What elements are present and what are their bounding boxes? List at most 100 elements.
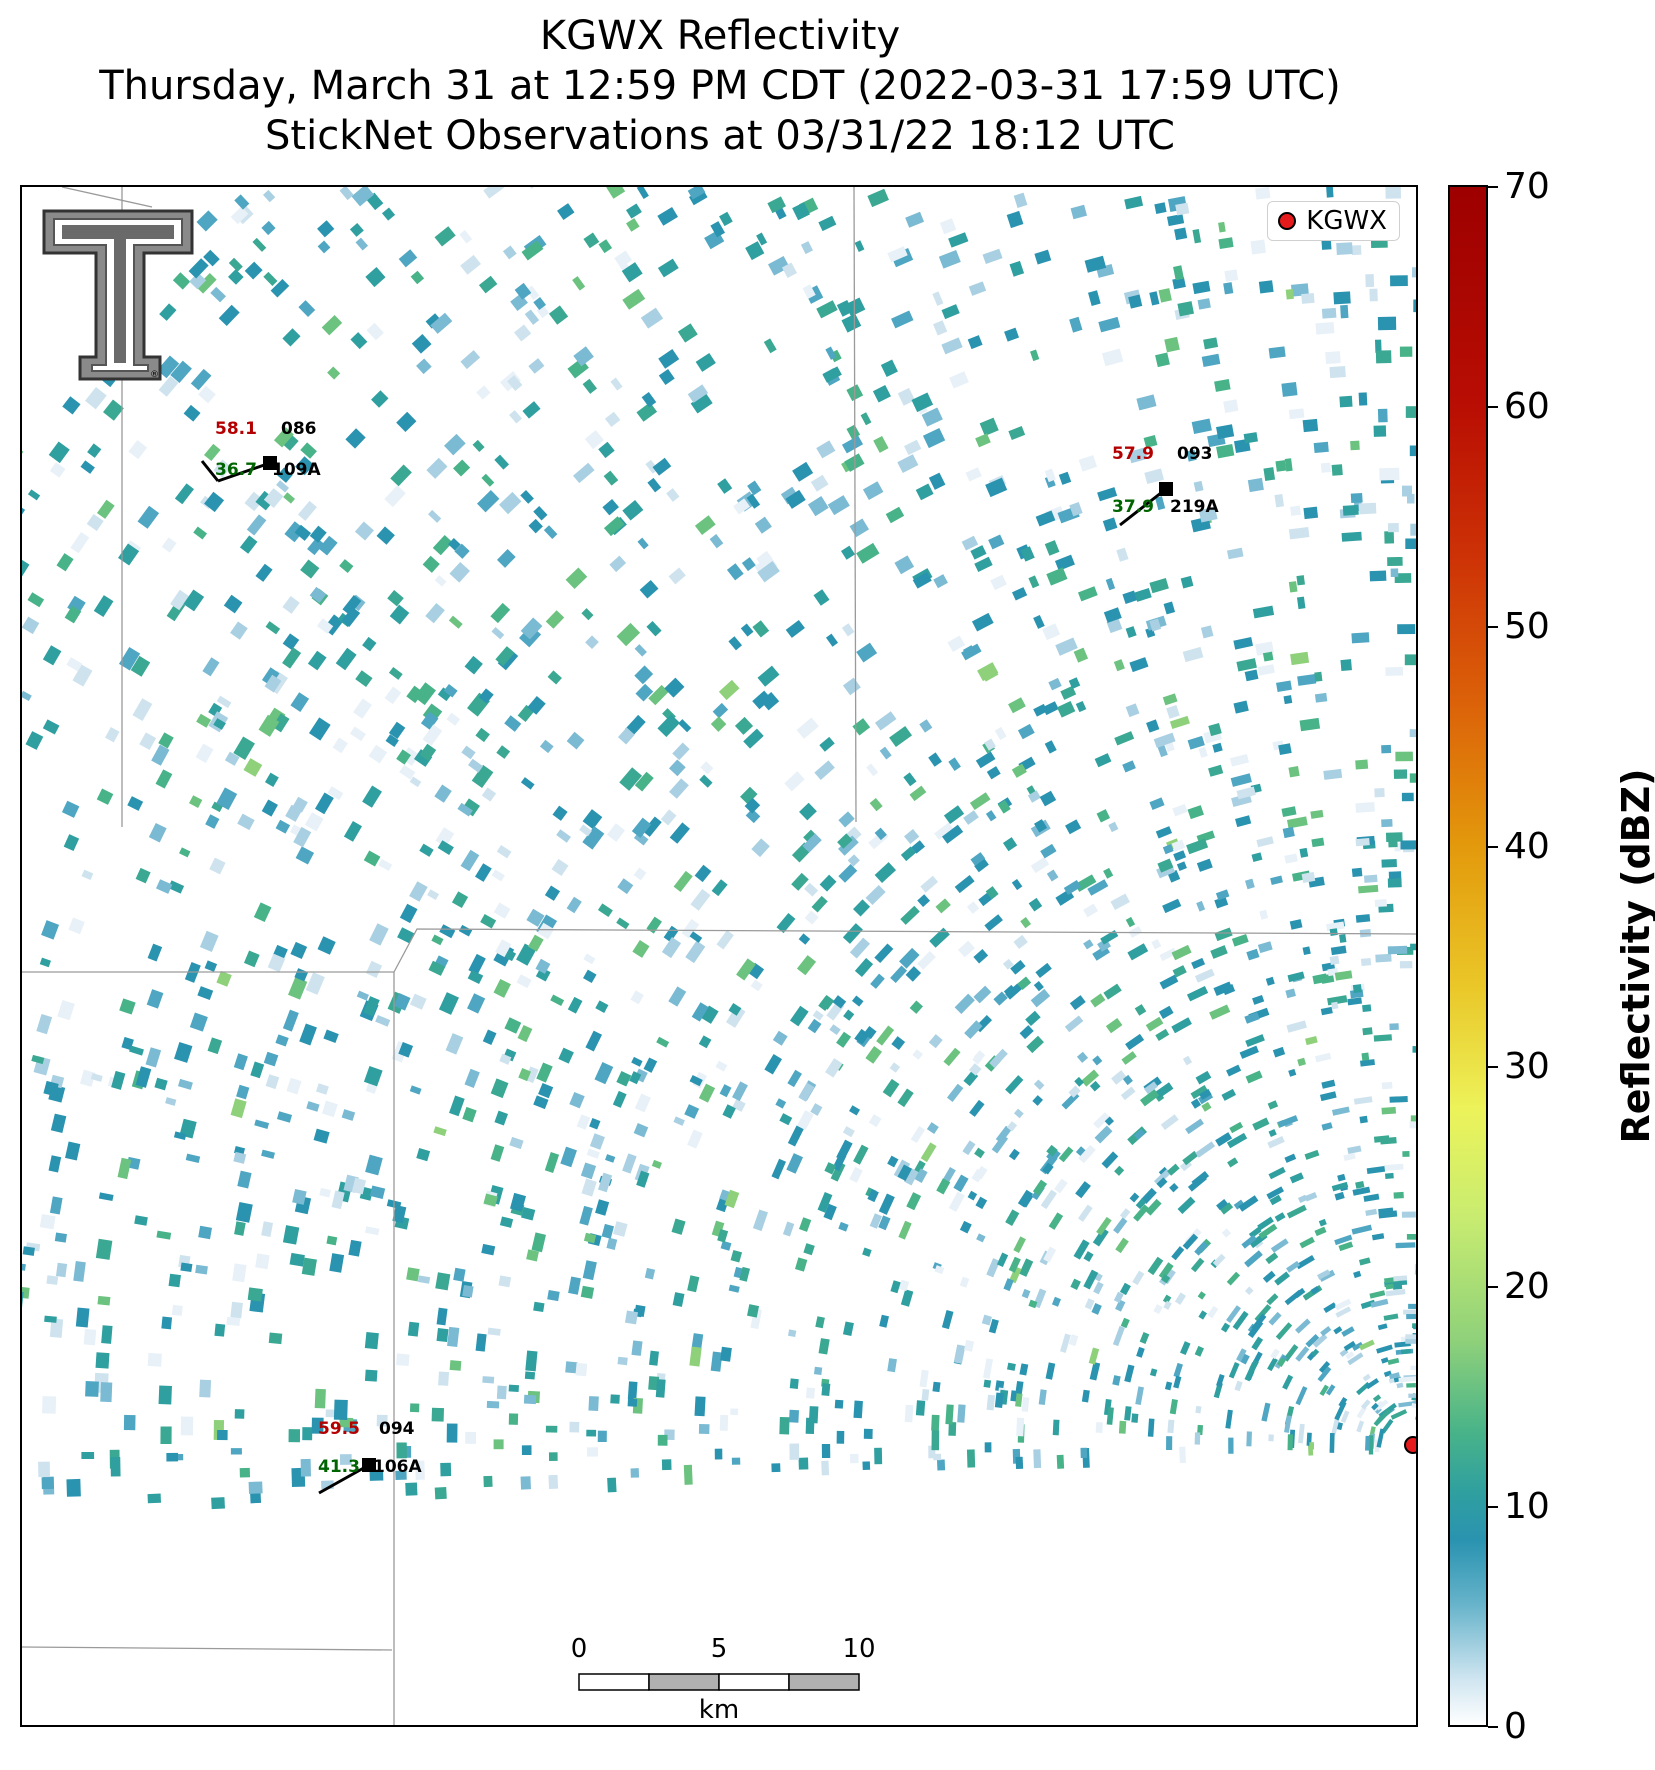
reflectivity-gate [309, 525, 327, 543]
reflectivity-gate [728, 1003, 742, 1016]
reflectivity-gate [1233, 637, 1254, 650]
reflectivity-gate [471, 764, 494, 789]
reflectivity-gate [411, 333, 432, 354]
reflectivity-gate [882, 1078, 900, 1098]
reflectivity-gate [971, 612, 994, 632]
reflectivity-gate [1290, 505, 1301, 516]
reflectivity-gate [1329, 928, 1338, 937]
reflectivity-gate [634, 644, 647, 657]
reflectivity-gate [582, 809, 603, 830]
reflectivity-gate [132, 698, 153, 721]
reflectivity-gate [478, 688, 494, 704]
reflectivity-gate [151, 744, 170, 766]
reflectivity-gate [897, 454, 919, 474]
reflectivity-gate [823, 1203, 837, 1221]
reflectivity-gate [1203, 337, 1219, 350]
reflectivity-gate [1196, 900, 1206, 912]
colorbar-tick [1488, 1066, 1498, 1068]
reflectivity-gate [1122, 590, 1138, 604]
reflectivity-gate [865, 884, 886, 905]
reflectivity-gate [792, 461, 814, 482]
reflectivity-gate [409, 1403, 420, 1413]
reflectivity-gate [1318, 1361, 1331, 1373]
reflectivity-gate [634, 771, 654, 792]
reflectivity-gate [173, 1131, 187, 1140]
reflectivity-gate [498, 491, 522, 515]
reflectivity-gate [1114, 1165, 1125, 1176]
reflectivity-gate [975, 433, 991, 448]
reflectivity-gate [586, 1447, 599, 1457]
reflectivity-gate [1125, 703, 1140, 718]
scale-unit: km [698, 1695, 740, 1725]
reflectivity-gate [1081, 1389, 1090, 1403]
reflectivity-gate [48, 1155, 62, 1173]
reflectivity-gate [1252, 605, 1275, 619]
reflectivity-gate [538, 1082, 554, 1099]
reflectivity-gate [475, 727, 490, 743]
reflectivity-gate [1286, 1204, 1307, 1219]
reflectivity-gate [1299, 1236, 1315, 1249]
reflectivity-gate [396, 1353, 410, 1367]
reflectivity-gate [1401, 1211, 1416, 1218]
reflectivity-gate [1194, 1432, 1201, 1445]
reflectivity-gate [1368, 1435, 1374, 1455]
reflectivity-gate [252, 237, 267, 252]
reflectivity-gate [1398, 1376, 1416, 1383]
reflectivity-gate [1191, 957, 1206, 970]
reflectivity-gate [263, 1051, 279, 1067]
reflectivity-gate [646, 621, 662, 637]
reflectivity-gate [369, 1185, 386, 1200]
reflectivity-gate [527, 696, 546, 715]
reflectivity-gate [1173, 850, 1187, 862]
reflectivity-gate [443, 684, 458, 698]
reflectivity-gate [635, 683, 654, 702]
reflectivity-gate [1351, 867, 1363, 878]
reflectivity-gate [1262, 651, 1274, 662]
reflectivity-gate [1158, 1005, 1174, 1019]
reflectivity-gate [684, 1104, 700, 1119]
reflectivity-gate [376, 1414, 388, 1427]
reflectivity-gate [1254, 1304, 1272, 1323]
reflectivity-gate [621, 262, 643, 283]
reflectivity-gate [65, 1141, 81, 1161]
reflectivity-gate [128, 440, 148, 460]
radar-map[interactable]: ® KGWX 58.1 086 36.7 109A 57.9 093 37.9 … [20, 185, 1418, 1727]
reflectivity-gate [569, 1421, 580, 1433]
reflectivity-gate [1159, 947, 1177, 962]
reflectivity-gate [1295, 1386, 1308, 1406]
reflectivity-gate [752, 620, 770, 638]
reflectivity-gate [889, 725, 913, 748]
reflectivity-gate [1114, 731, 1135, 746]
reflectivity-gate [170, 589, 189, 611]
reflectivity-gate [856, 542, 880, 564]
reflectivity-gate [789, 1409, 799, 1423]
reflectivity-gate [585, 635, 599, 650]
reflectivity-gate [655, 1379, 666, 1398]
reflectivity-gate [661, 937, 682, 959]
reflectivity-gate [22, 1286, 30, 1299]
reflectivity-gate [915, 483, 934, 501]
reflectivity-gate [331, 1190, 345, 1210]
reflectivity-gate [794, 1257, 808, 1272]
reflectivity-gate [504, 715, 522, 732]
reflectivity-gate [1396, 1382, 1404, 1389]
reflectivity-gate [1039, 790, 1057, 807]
reflectivity-gate [1149, 797, 1165, 811]
reflectivity-gate [668, 986, 687, 1007]
reflectivity-gate [57, 999, 75, 1021]
reflectivity-gate [1267, 1357, 1278, 1372]
reflectivity-gate [1083, 1269, 1099, 1290]
reflectivity-gate [799, 1217, 812, 1232]
station-094-probe: 106A [373, 1457, 422, 1477]
reflectivity-gate [958, 940, 975, 958]
reflectivity-gate [1310, 809, 1324, 819]
reflectivity-gate [410, 270, 425, 285]
reflectivity-gate [979, 417, 999, 436]
reflectivity-gate [1076, 1051, 1089, 1063]
reflectivity-gate [1405, 1338, 1416, 1345]
reflectivity-gate [66, 657, 83, 672]
reflectivity-gate [431, 934, 444, 946]
reflectivity-gate [1179, 1446, 1186, 1464]
reflectivity-gate [1089, 1361, 1101, 1381]
reflectivity-gate [1278, 743, 1292, 755]
